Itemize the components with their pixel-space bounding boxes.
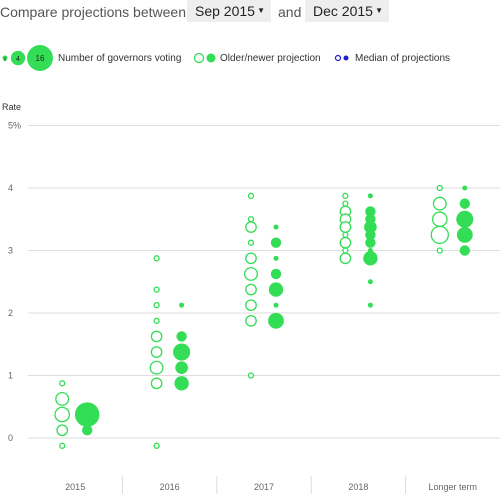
projection-select-a-value: Sep 2015 [195, 3, 255, 19]
newer-projection-dot [456, 226, 473, 243]
older-projection-dot [247, 372, 255, 379]
newer-projection-dot [82, 424, 93, 436]
legend: Number of governors voting Older/newer p… [0, 46, 500, 72]
legend-size-label: Number of governors voting [58, 53, 182, 64]
legend-size-1-icon [2, 55, 8, 61]
newer-projection-dot [179, 302, 185, 308]
legend-median-label: Median of projections [355, 53, 451, 64]
legend-older-icon [193, 52, 205, 64]
older-projection-dot [247, 192, 255, 199]
y-tick-label: 4 [8, 183, 13, 193]
older-projection-dot [245, 252, 257, 265]
newer-projection-dot [462, 185, 468, 191]
legend-median-newer-icon [343, 55, 349, 61]
newer-projection-dot [367, 279, 373, 285]
newer-projection-dot [268, 312, 284, 329]
older-projection-dot [54, 406, 71, 423]
newer-projection-dot [364, 220, 377, 234]
legend-median-older-icon [334, 54, 342, 62]
x-category-label: 2015 [65, 482, 85, 492]
older-projection-dot [247, 216, 255, 223]
legend-size-4-icon [10, 50, 26, 66]
newer-projection-dot [270, 268, 282, 280]
older-projection-dot [436, 247, 443, 254]
newer-projection-dot [365, 237, 376, 248]
newer-projection-dot [175, 361, 188, 375]
x-category-label: 2017 [254, 482, 274, 492]
older-projection-dot [150, 377, 163, 390]
chevron-down-icon: ▼ [257, 6, 265, 15]
projection-select-b[interactable]: Dec 2015 ▼ [305, 0, 389, 22]
legend-older-newer-label: Older/newer projection [220, 53, 321, 64]
older-projection-dot [153, 302, 160, 309]
older-projection-dot [430, 225, 449, 245]
older-projection-dot [59, 380, 66, 387]
older-projection-dot [244, 266, 258, 281]
older-projection-dot [342, 192, 349, 199]
older-projection-dot [153, 255, 160, 262]
and-label: and [278, 4, 302, 20]
chevron-down-icon: ▼ [375, 6, 383, 15]
compare-label: Compare projections between: [0, 4, 190, 20]
y-axis-title: Rate [2, 102, 21, 112]
older-projection-dot [55, 391, 70, 406]
newer-projection-dot [459, 245, 470, 256]
legend-size-16-icon [27, 45, 53, 71]
older-projection-dot [153, 286, 160, 293]
older-projection-dot [431, 211, 448, 228]
older-projection-dot [149, 360, 164, 375]
x-category-label: 2016 [160, 482, 180, 492]
older-projection-dot [245, 283, 257, 296]
older-projection-dot [247, 239, 255, 246]
x-category-label: Longer term [429, 482, 478, 492]
newer-projection-dot [365, 206, 376, 217]
y-tick-label: 5% [8, 121, 21, 131]
newer-projection-dot [273, 255, 279, 261]
older-projection-dot [339, 236, 352, 249]
newer-projection-dot [459, 198, 470, 209]
y-tick-label: 2 [8, 308, 13, 318]
older-projection-dot [342, 200, 349, 207]
newer-projection-dot [173, 343, 191, 361]
legend-size-key-label: 16 [36, 54, 45, 63]
y-tick-label: 3 [8, 246, 13, 256]
newer-projection-dot [367, 193, 373, 199]
newer-projection-dot [268, 282, 284, 297]
older-projection-dot [245, 299, 257, 312]
projection-select-b-value: Dec 2015 [313, 3, 373, 19]
older-projection-dot [245, 314, 257, 327]
older-projection-dot [59, 442, 66, 449]
newer-projection-dot [367, 302, 373, 308]
older-projection-dot [342, 247, 349, 254]
newer-projection-dot [365, 229, 376, 241]
older-projection-dot [153, 442, 160, 449]
y-tick-label: 0 [8, 433, 13, 443]
older-projection-dot [56, 424, 69, 437]
older-projection-dot [339, 221, 352, 233]
newer-projection-dot [176, 331, 187, 342]
newer-projection-dot [363, 251, 378, 266]
older-projection-dot [153, 317, 160, 324]
newer-projection-dot [74, 402, 100, 427]
legend-size-key-label: 1 [4, 57, 7, 63]
older-projection-dot [150, 346, 163, 358]
older-projection-dot [436, 184, 443, 192]
newer-projection-dot [456, 210, 474, 228]
projection-select-a[interactable]: Sep 2015 ▼ [187, 0, 271, 22]
older-projection-dot [342, 231, 349, 239]
newer-projection-dot [174, 376, 189, 391]
older-projection-dot [432, 196, 447, 211]
legend-size-key-label: 4 [16, 56, 20, 63]
comparison-header: Compare projections between: Sep 2015 ▼ … [0, 0, 500, 26]
older-projection-dot [245, 221, 257, 233]
newer-projection-dot [273, 224, 279, 230]
x-category-label: 2018 [348, 482, 368, 492]
y-tick-label: 1 [8, 371, 13, 381]
older-projection-dot [150, 330, 163, 343]
legend-newer-icon [206, 53, 216, 63]
newer-projection-dot [273, 302, 279, 308]
newer-projection-dot [270, 237, 282, 248]
older-projection-dot [339, 252, 352, 265]
